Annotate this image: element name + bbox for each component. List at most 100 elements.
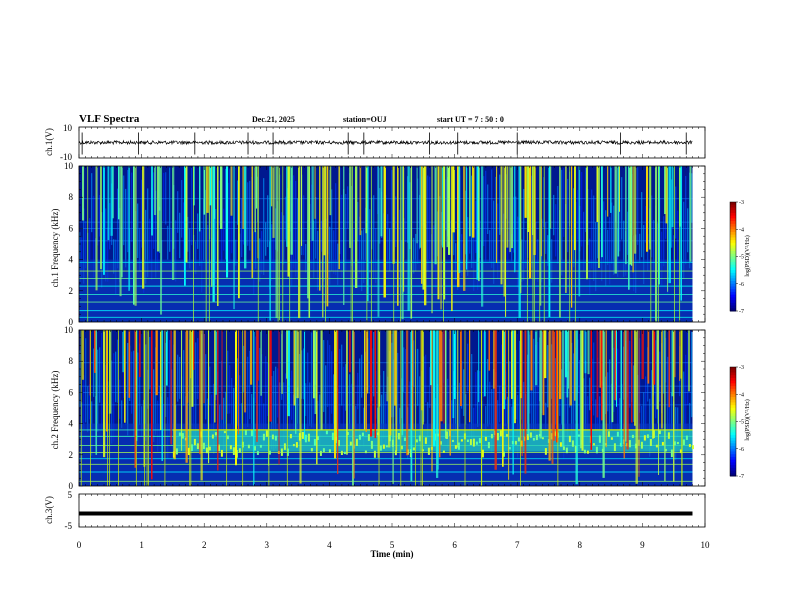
spectro-sferic [419, 166, 421, 248]
spectro-sferic [566, 330, 569, 398]
spectro-sferic [616, 330, 618, 407]
spectro-sferic [82, 330, 84, 380]
ch1-colorbar: -3 -4 -5 -6 -7 [729, 200, 744, 315]
spectro-sferic [244, 330, 247, 413]
spectro-sferic [689, 166, 692, 262]
spectro-sferic [656, 330, 659, 410]
spectro-sferic [559, 330, 562, 400]
station-label: station=OUJ [343, 115, 387, 124]
spectro-sferic [466, 166, 468, 270]
cb1-swatch [730, 218, 736, 222]
spectro-noise [265, 356, 267, 439]
spectro-noise [561, 169, 563, 276]
spectro-noise [127, 169, 129, 253]
spectro-sferic [269, 166, 271, 321]
spectro-sferic [625, 166, 627, 265]
spectro-sferic [296, 330, 299, 399]
ch2-band-texture [688, 444, 691, 448]
spectro-noise [491, 389, 493, 453]
cb2-swatch [730, 456, 736, 461]
ch2-band-texture [478, 437, 481, 444]
spectro-noise [557, 185, 559, 264]
spectro-sferic [133, 166, 135, 305]
spectro-sferic [505, 166, 507, 317]
x-tick-label: 9 [640, 540, 645, 550]
spectro-noise [359, 216, 361, 274]
spectro-noise [603, 201, 605, 263]
spectro-sferic [638, 330, 640, 477]
ch2-band-texture [379, 445, 382, 451]
spectro-sferic [319, 166, 321, 291]
spectro-noise [353, 229, 355, 286]
spectro-noise [499, 385, 501, 423]
ch2-band-texture [268, 450, 271, 455]
spectro-sferic [508, 330, 510, 480]
cb1-swatch [730, 270, 736, 274]
ch3-waveform-panel: 5 -5 [65, 490, 706, 531]
ch2-band-texture [457, 442, 460, 450]
spectro-sferic [614, 166, 617, 274]
spectro-noise [543, 177, 545, 228]
spectro-noise [285, 196, 287, 240]
spectro-noise [121, 400, 123, 429]
spectro-noise [609, 359, 611, 439]
spectro-sferic [629, 166, 632, 265]
ch2-band-texture [343, 451, 346, 455]
spectro-sferic [103, 330, 106, 458]
spectro-noise [387, 376, 389, 436]
spectro-noise [177, 191, 179, 233]
cb2-swatch [730, 413, 736, 417]
cb2-swatch [730, 429, 736, 433]
spectro-sferic [235, 330, 237, 466]
spectro-sferic [412, 330, 414, 431]
spectro-sferic [367, 330, 369, 394]
spectro-noise [205, 189, 207, 271]
spectro-noise [159, 206, 161, 254]
spectro-sferic [416, 166, 418, 244]
spectro-sferic [203, 166, 206, 215]
spectro-noise [687, 208, 689, 253]
ch2-band-texture [676, 441, 679, 445]
spectro-sferic [601, 330, 603, 421]
spectro-sferic [434, 166, 437, 265]
spectro-sferic [520, 330, 523, 399]
spectro-noise [107, 227, 109, 282]
ch2-band-texture [211, 434, 214, 439]
spectro-noise [643, 392, 645, 442]
spectro-sferic [214, 330, 216, 423]
spectro-sferic [476, 166, 479, 280]
spectro-sferic [652, 330, 654, 439]
spectro-sferic [587, 330, 590, 375]
spectro-sferic [244, 166, 247, 269]
spectro-sferic [338, 166, 340, 270]
spectro-noise [97, 349, 99, 432]
spectro-sferic [505, 330, 507, 400]
spectro-noise [389, 228, 391, 271]
spectro-noise [239, 375, 241, 436]
p2-ytick-label: 2 [69, 286, 74, 296]
spectro-sferic [170, 330, 172, 445]
spectro-noise [105, 364, 107, 447]
spectro-sferic [320, 330, 323, 431]
spectro-sferic [436, 330, 439, 478]
cb2-swatch [730, 416, 736, 420]
spectro-noise [489, 381, 491, 425]
spectro-sferic [620, 330, 623, 447]
cb2-swatch [730, 435, 736, 439]
spectro-noise [487, 184, 489, 234]
spectro-sferic [646, 166, 649, 252]
ch2-band-texture [610, 437, 613, 440]
spectro-noise [677, 407, 679, 438]
spectro-sferic [584, 330, 587, 374]
spectro-noise [567, 371, 569, 448]
spectro-noise [547, 235, 549, 266]
spectro-noise [439, 196, 441, 280]
spectro-sferic [112, 166, 114, 219]
spectro-noise [105, 208, 107, 282]
spectro-noise [305, 243, 307, 273]
spectro-noise [275, 366, 277, 449]
cb1-swatch [730, 286, 736, 290]
spectro-sferic [548, 330, 551, 461]
spectro-noise [137, 203, 139, 258]
spectro-noise [673, 235, 675, 284]
